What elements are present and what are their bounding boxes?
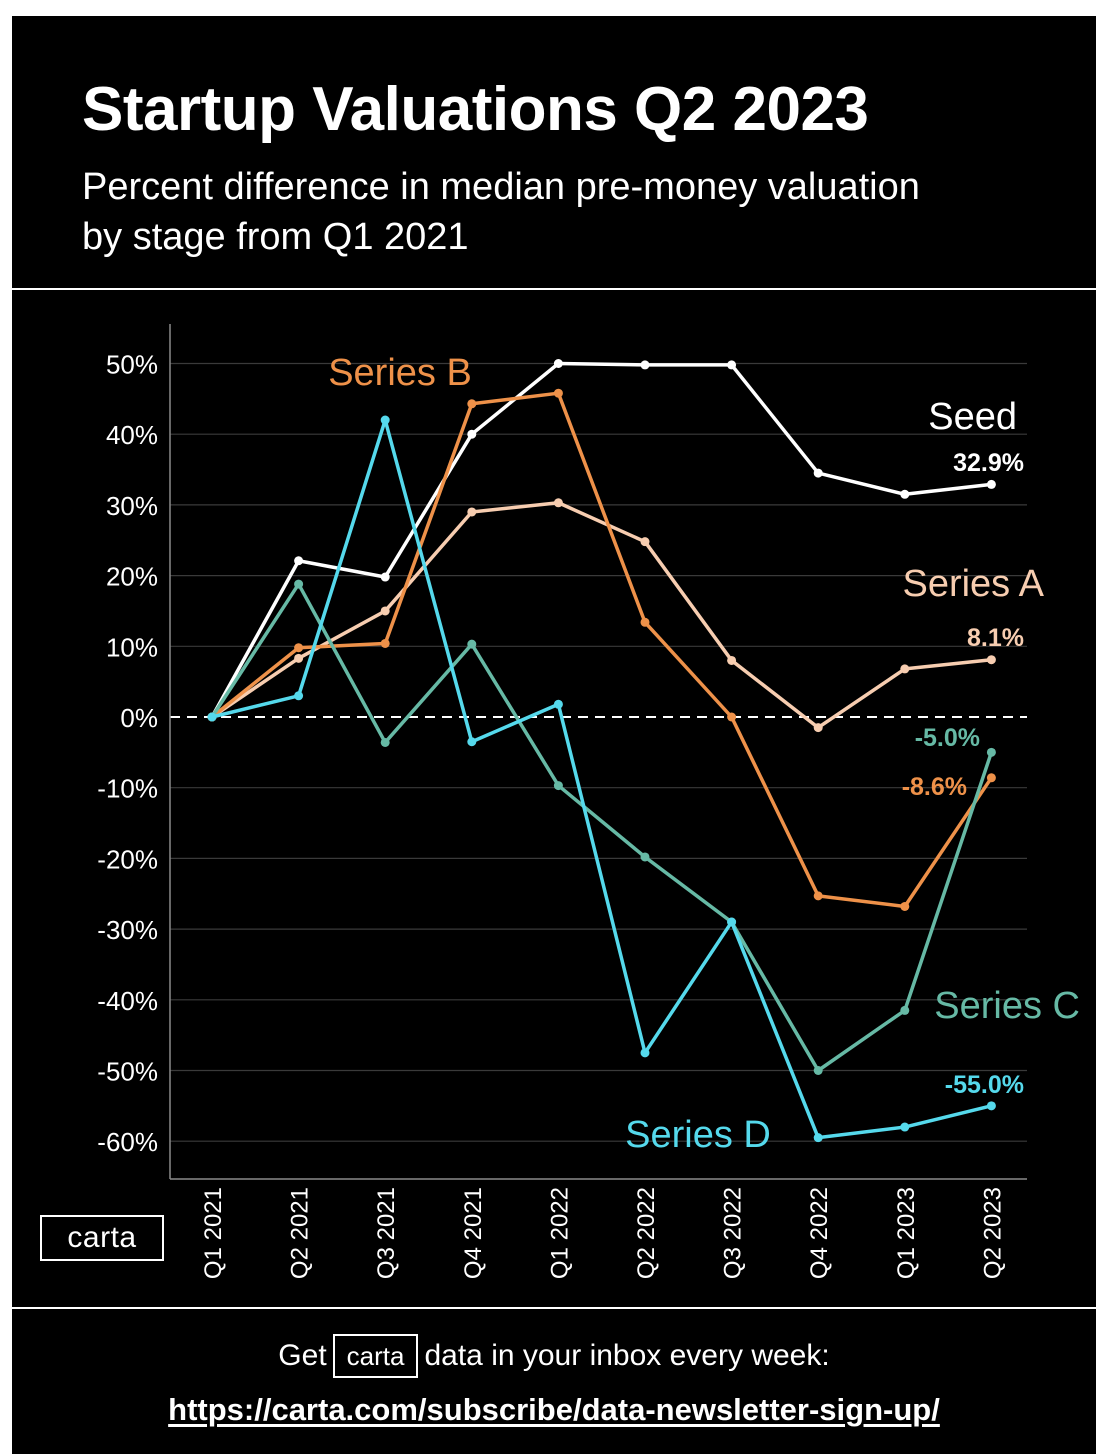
data-point-seed [553, 359, 563, 368]
newsletter-callout: Get carta data in your inbox every week: [12, 1334, 1096, 1378]
data-point-series-a [640, 537, 650, 547]
data-point-series-a [467, 507, 477, 517]
y-tick-label: -50% [97, 1057, 158, 1087]
data-point-series-c [380, 737, 390, 747]
data-point-series-b [380, 638, 390, 648]
infographic-card: Startup Valuations Q2 2023 Percent diffe… [12, 16, 1096, 1454]
end-value-series-d: -55.0% [945, 1071, 1024, 1099]
series-lines [207, 359, 996, 1143]
x-tick-label: Q1 2023 [893, 1187, 920, 1279]
data-point-seed [640, 360, 650, 370]
data-point-seed [467, 429, 477, 439]
data-point-seed [900, 489, 910, 499]
series-name-series-b: Series B [328, 352, 472, 394]
y-tick-label: -20% [97, 844, 158, 874]
x-tick-label: Q4 2021 [460, 1187, 487, 1279]
data-point-series-d [640, 1048, 650, 1058]
gridlines [170, 362, 1027, 1142]
data-point-series-c [640, 852, 650, 862]
data-point-series-d [553, 699, 563, 709]
y-tick-label: -40% [97, 986, 158, 1016]
data-point-series-c [553, 781, 563, 791]
data-point-series-d [727, 917, 737, 927]
data-point-series-d [986, 1101, 996, 1111]
data-point-seed [986, 479, 996, 489]
end-value-seed: 32.9% [953, 449, 1024, 477]
end-value-series-a: 8.1% [967, 624, 1024, 652]
y-tick-label: -30% [97, 915, 158, 945]
series-line-series-c [210, 582, 994, 1073]
x-tick-label: Q4 2022 [806, 1187, 833, 1279]
carta-logo: carta [40, 1215, 164, 1261]
data-point-series-a [380, 606, 390, 616]
data-point-series-b [467, 399, 477, 409]
data-point-series-a [727, 655, 737, 665]
y-tick-label: 0% [120, 703, 158, 733]
data-point-seed [727, 360, 737, 370]
data-point-series-c [294, 579, 304, 589]
x-tick-label: Q2 2023 [979, 1187, 1006, 1279]
data-point-series-b [986, 773, 996, 783]
series-name-series-c: Series C [934, 985, 1080, 1027]
data-point-series-b [294, 643, 304, 653]
x-tick-label: Q1 2021 [200, 1187, 227, 1279]
data-point-series-d [294, 691, 304, 701]
x-tick-label: Q1 2022 [546, 1187, 573, 1279]
data-point-seed [294, 556, 304, 566]
y-tick-label: -60% [97, 1127, 158, 1157]
y-tick-label: 50% [106, 350, 158, 380]
data-point-series-b [640, 617, 650, 627]
series-name-seed: Seed [928, 396, 1017, 438]
x-tick-label: Q3 2022 [720, 1187, 747, 1279]
end-value-series-c: -5.0% [915, 724, 980, 752]
x-tick-label: Q3 2021 [373, 1187, 400, 1279]
series-name-series-d: Series D [625, 1114, 771, 1156]
data-point-seed [813, 468, 823, 478]
data-point-series-d [467, 737, 477, 747]
y-tick-label: 40% [106, 420, 158, 450]
y-tick-label: 30% [106, 491, 158, 521]
series-line-series-b [210, 391, 994, 909]
data-point-series-c [900, 1005, 910, 1015]
data-point-series-c [986, 747, 996, 757]
data-point-series-c [467, 639, 477, 649]
header-divider [12, 288, 1096, 290]
chart-title: Startup Valuations Q2 2023 [82, 75, 869, 144]
x-tick-label: Q2 2021 [287, 1187, 314, 1279]
y-tick-label: 20% [106, 562, 158, 592]
newsletter-carta-logo: carta [332, 1334, 419, 1378]
axes: 50% 40% 30% 20% 10% 0% -10% -20% -30% -40% -50% -60… [97, 324, 1027, 1279]
x-tick-label: Q2 2022 [633, 1187, 660, 1279]
series-name-series-a: Series A [902, 563, 1044, 605]
data-point-series-b [900, 901, 910, 911]
data-point-series-d [380, 415, 390, 425]
data-point-series-b [727, 712, 737, 722]
newsletter-suffix: data in your inbox every week: [424, 1339, 830, 1372]
newsletter-prefix: Get [278, 1339, 327, 1372]
data-point-series-b [813, 891, 823, 901]
series-line-series-d [210, 418, 994, 1140]
footer-divider [12, 1307, 1096, 1309]
series-line-series-a [210, 501, 994, 730]
y-tick-label: 10% [106, 632, 158, 662]
data-point-series-d [900, 1122, 910, 1132]
data-point-seed [380, 572, 390, 582]
end-value-series-b: -8.6% [902, 773, 967, 801]
data-point-series-a [813, 723, 823, 733]
data-point-series-a [294, 653, 304, 663]
series-line-seed [210, 361, 994, 719]
line-chart: 50% 40% 30% 20% 10% 0% -10% -20% -30% -40% -50% -60… [97, 324, 1080, 1279]
data-point-series-c [813, 1066, 823, 1075]
newsletter-link[interactable]: https://carta.com/subscribe/data-newslet… [168, 1392, 940, 1427]
data-point-series-a [553, 498, 563, 508]
series-labels: Seed 32.9% Series A 8.1% Series B -8.6% Series… [328, 352, 1080, 1156]
y-tick-label: -10% [97, 774, 158, 804]
data-point-series-d [813, 1133, 823, 1143]
data-point-series-a [900, 664, 910, 674]
data-point-series-b [553, 388, 563, 398]
data-point-series-d [207, 712, 217, 722]
chart-subtitle: Percent difference in median pre-money v… [82, 166, 920, 258]
data-point-series-a [986, 655, 996, 665]
